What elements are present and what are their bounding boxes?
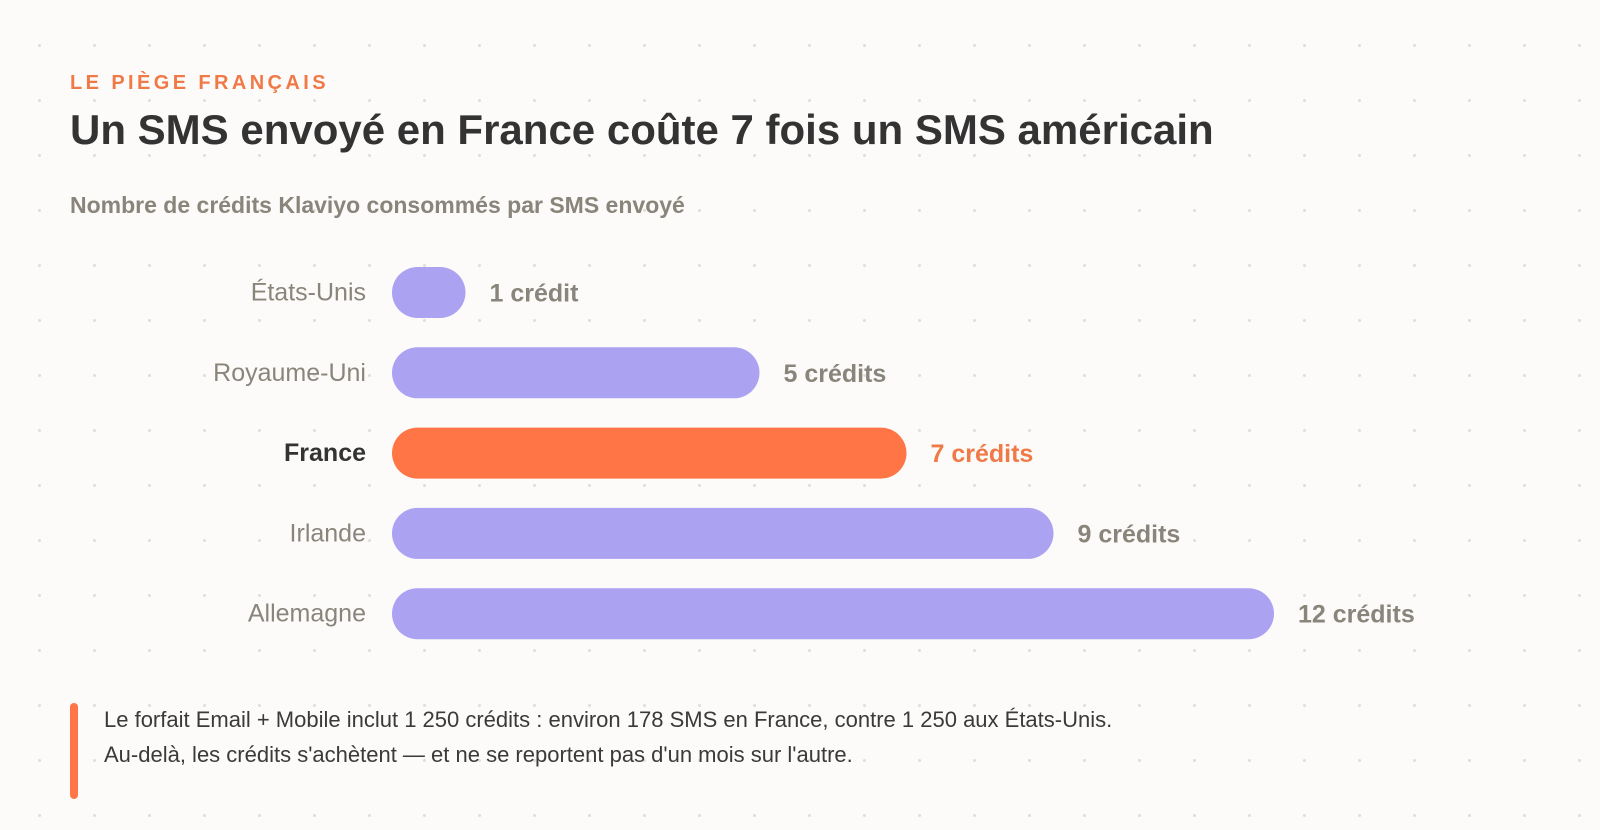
- bar-irlande: [392, 507, 1054, 559]
- category-label-royaume-uni: Royaume-Uni: [213, 359, 366, 387]
- bar-chart: États-Unis 1 crédit Royaume-Uni 5 crédits Fr…: [213, 267, 1415, 640]
- value-label-france: 7 crédits: [931, 440, 1034, 468]
- footnote: Le forfait Email + Mobile inclut 1 250 c…: [70, 702, 1112, 772]
- footnote-line-2: Au-delà, les crédits s'achètent — et ne …: [104, 742, 853, 767]
- bar-royaume-uni: [392, 347, 760, 399]
- value-label-etats-unis: 1 crédit: [490, 280, 580, 308]
- value-label-irlande: 9 crédits: [1078, 520, 1181, 548]
- category-label-france: France: [284, 439, 366, 467]
- note-accent-bar: [70, 703, 78, 799]
- chart-eyebrow: LE PIÈGE FRANÇAIS: [70, 72, 329, 94]
- value-label-royaume-uni: 5 crédits: [784, 360, 887, 388]
- bar-allemagne: [392, 588, 1274, 640]
- footnote-line-1: Le forfait Email + Mobile inclut 1 250 c…: [104, 707, 1113, 732]
- bar-etats-unis: [392, 267, 466, 318]
- value-label-allemagne: 12 crédits: [1298, 601, 1415, 629]
- chart-subtitle: Nombre de crédits Klaviyo consommés par …: [70, 192, 685, 218]
- category-label-allemagne: Allemagne: [248, 600, 366, 628]
- category-label-irlande: Irlande: [290, 519, 366, 547]
- category-label-etats-unis: États-Unis: [251, 278, 366, 307]
- bar-france: [392, 427, 907, 479]
- chart-title: Un SMS envoyé en France coûte 7 fois un …: [70, 106, 1214, 153]
